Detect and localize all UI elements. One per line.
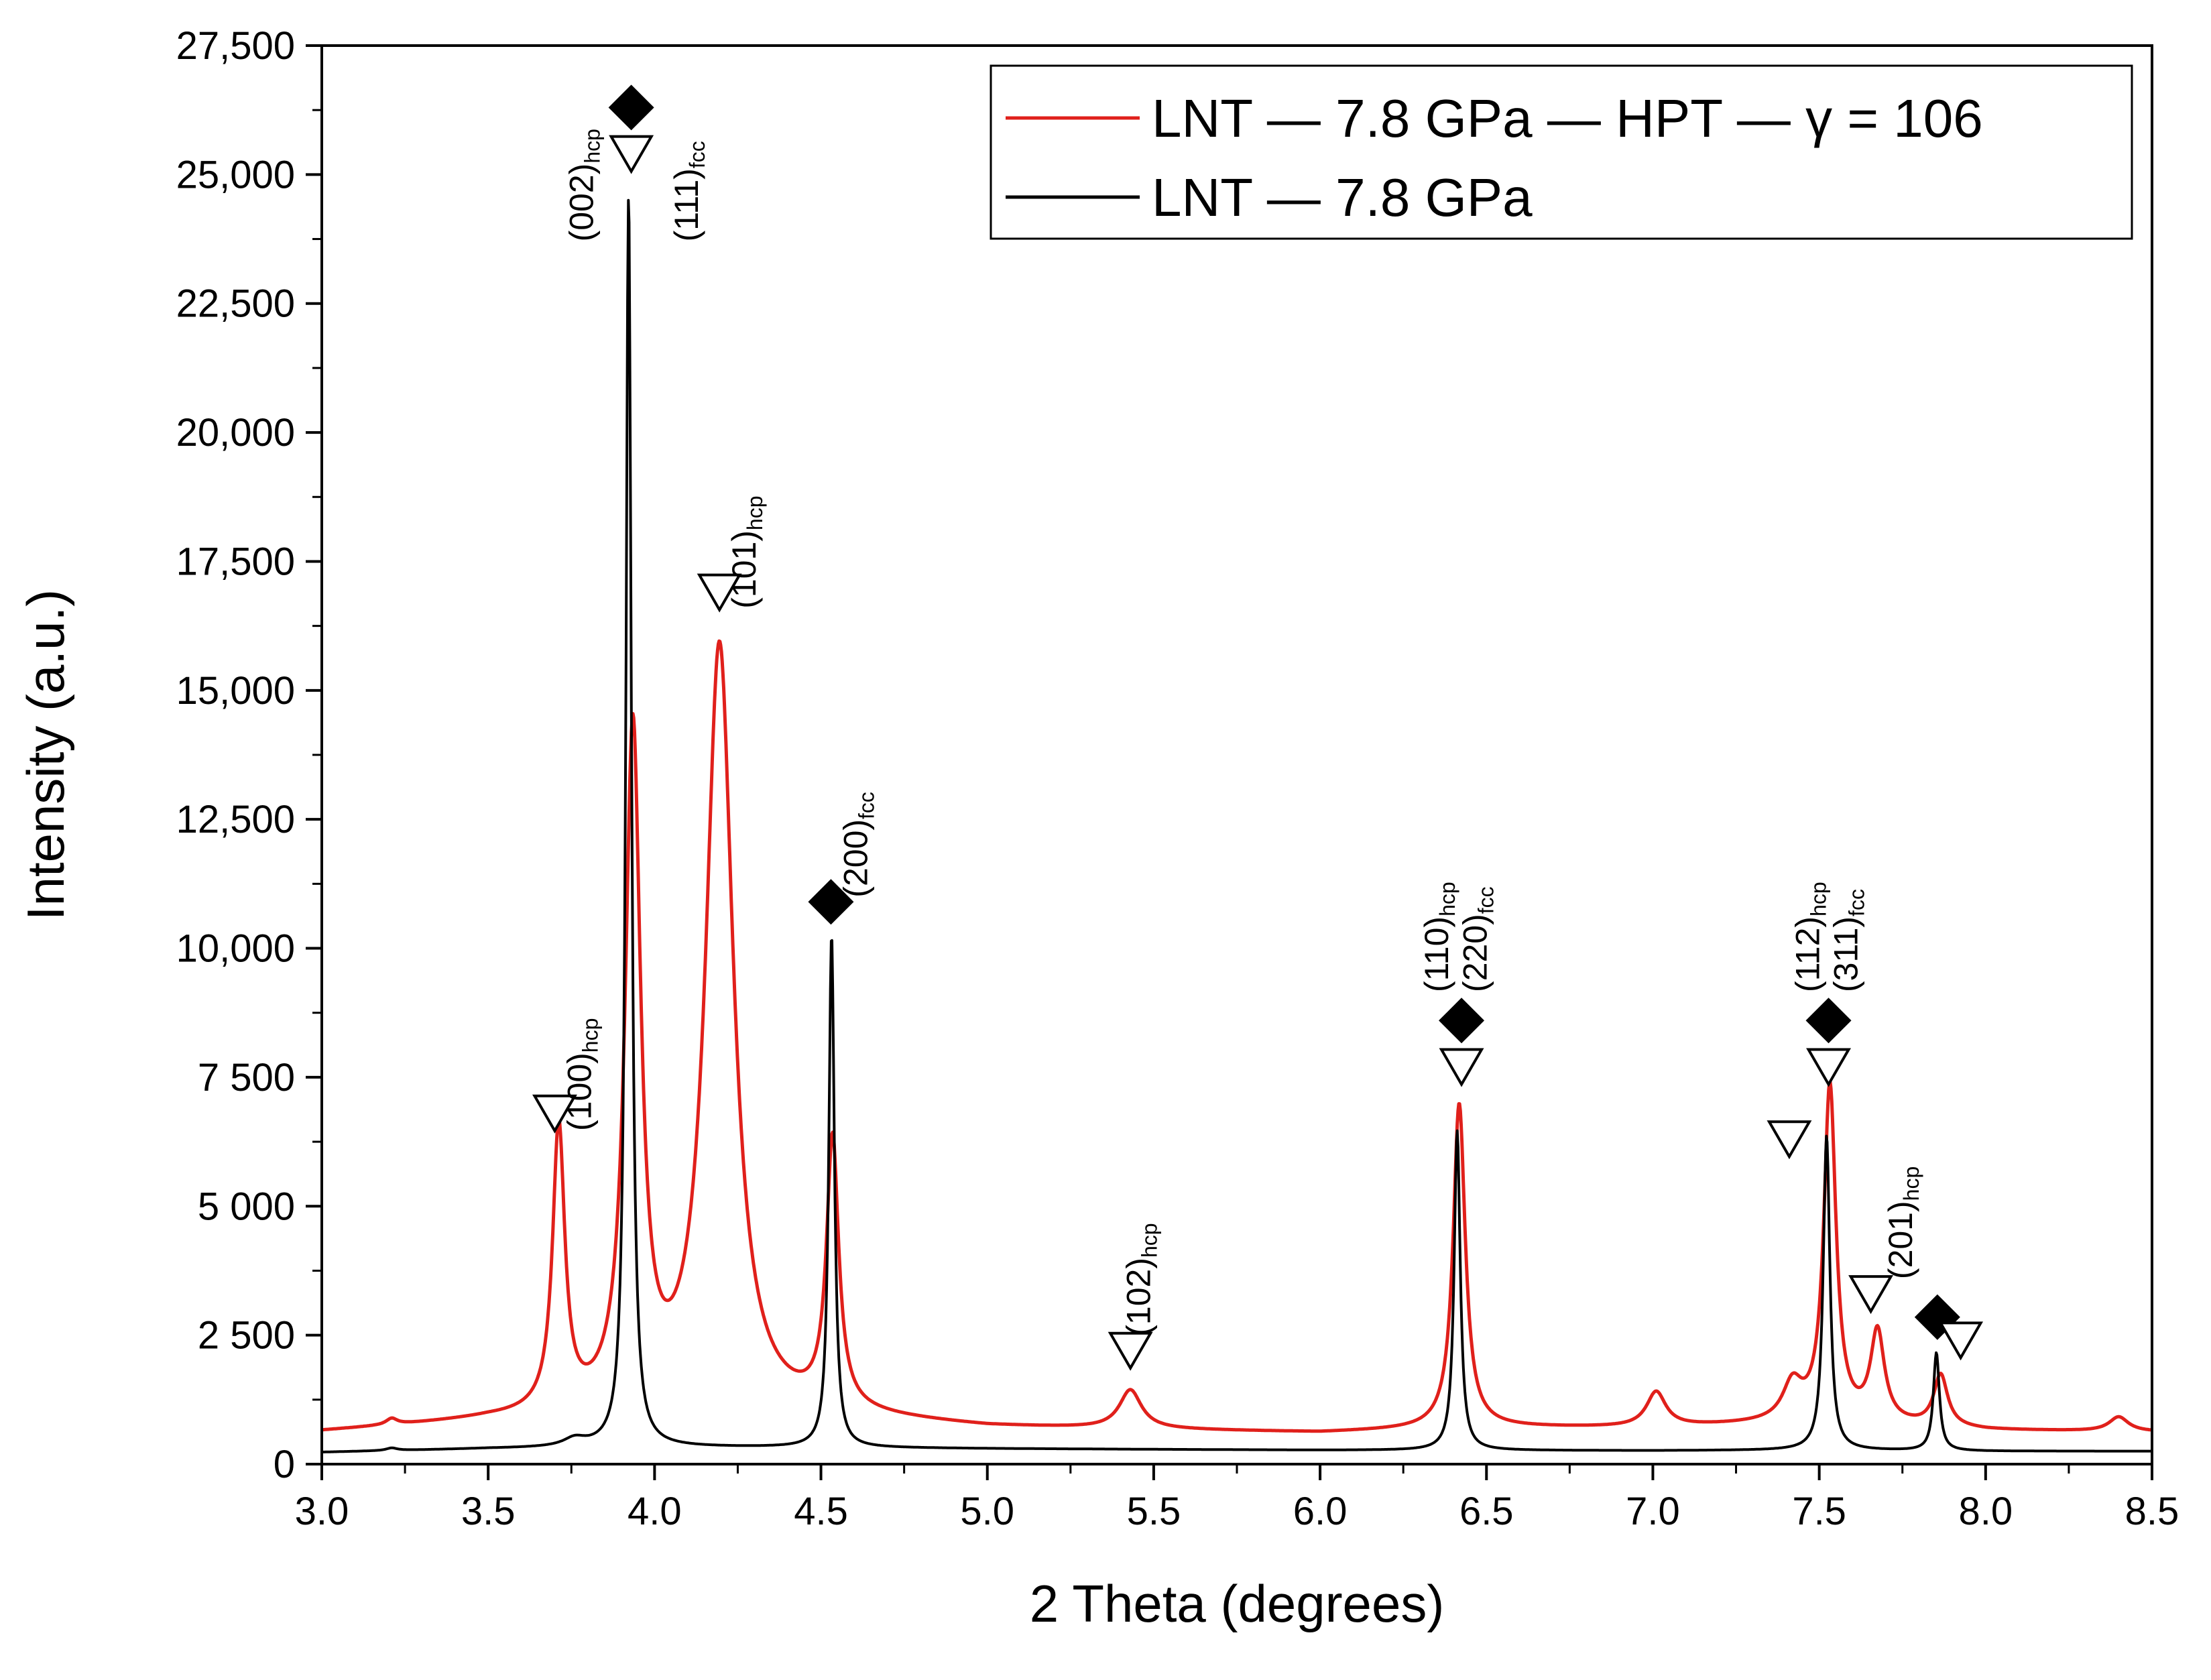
peak-label-phase-6: hcp	[1435, 882, 1459, 916]
x-tick-label-10: 8.0	[1958, 1490, 2013, 1533]
peak-label-index-5: (102)	[1120, 1258, 1157, 1336]
triangle-marker-2	[532, 1094, 577, 1134]
peak-label-2: (111)fcc	[668, 141, 709, 241]
y-axis-title: Intensity (a.u.)	[16, 589, 75, 920]
triangle-marker-9	[1806, 1048, 1851, 1087]
y-tick-label-11: 27,500	[176, 24, 295, 68]
peak-labels: (100)hcp(002)hcp(111)fcc(101)hcp(200)fcc…	[560, 129, 1923, 1336]
series-line-0	[320, 639, 2153, 1433]
y-tick-label-4: 10,000	[176, 927, 295, 971]
triangle-marker-5	[1108, 1331, 1153, 1371]
series-lines	[320, 198, 2153, 1453]
y-tick-label-10: 25,000	[176, 153, 295, 196]
x-tick-label-8: 7.0	[1626, 1490, 1680, 1533]
y-tick-label-0: 0	[274, 1443, 295, 1486]
y-tick-label-1: 2 500	[198, 1314, 295, 1358]
peak-label-phase-8: hcp	[1807, 882, 1831, 916]
peak-label-index-6: (110)	[1418, 916, 1455, 992]
tick-marks	[306, 44, 2153, 1480]
x-tick-label-11: 8.5	[2125, 1490, 2179, 1533]
peak-label-10: (201)hcp	[1882, 1166, 1923, 1279]
peak-label-phase-5: hcp	[1137, 1223, 1161, 1258]
peak-label-index-8: (112)	[1789, 916, 1827, 992]
peak-label-phase-10: hcp	[1899, 1166, 1923, 1201]
triangle-marker-10	[1767, 1120, 1812, 1160]
triangle-marker-3	[697, 573, 742, 613]
y-tick-label-5: 12,500	[176, 798, 295, 841]
peak-label-index-2: (111)	[668, 168, 705, 241]
peak-markers	[532, 84, 1984, 1371]
diamond-marker-8	[1805, 998, 1852, 1044]
peak-label-index-9: (311)	[1828, 916, 1865, 992]
x-tick-label-6: 6.0	[1293, 1490, 1348, 1533]
peak-label-phase-4: fcc	[854, 792, 878, 819]
peak-label-3: (101)hcp	[725, 495, 767, 608]
peak-label-1: (002)hcp	[563, 129, 605, 241]
x-axis-title: 2 Theta (degrees)	[1030, 1574, 1445, 1633]
peak-label-0: (100)hcp	[560, 1018, 602, 1131]
peak-label-4: (200)fcc	[837, 792, 878, 898]
series-line-1	[321, 198, 2153, 1453]
legend-label-series-1: LNT — 7.8 GPa	[1152, 168, 1533, 227]
diamond-marker-6	[1439, 998, 1485, 1044]
legend-label-series-0: LNT — 7.8 GPa — HPT — γ = 106	[1152, 88, 1983, 148]
y-tick-label-7: 17,500	[176, 540, 295, 583]
peak-label-index-4: (200)	[837, 819, 874, 898]
peak-label-phase-1: hcp	[581, 129, 605, 164]
y-tick-label-3: 7 500	[198, 1056, 295, 1099]
peak-label-8: (112)hcp	[1789, 882, 1831, 992]
peak-label-index-10: (201)	[1882, 1201, 1919, 1279]
plot-frame	[320, 44, 2153, 1465]
peak-label-7: (220)fcc	[1456, 886, 1498, 992]
x-tick-label-1: 3.5	[461, 1490, 516, 1533]
triangle-marker-13	[1938, 1321, 1984, 1361]
x-tick-label-7: 6.5	[1459, 1490, 1514, 1533]
x-tick-label-0: 3.0	[295, 1490, 349, 1533]
diamond-marker-0	[608, 84, 654, 131]
peak-label-phase-9: fcc	[1845, 889, 1869, 916]
triangle-marker-1	[609, 135, 654, 174]
peak-label-9: (311)fcc	[1828, 889, 1869, 992]
peak-label-index-3: (101)	[725, 530, 763, 609]
y-tick-label-9: 22,500	[176, 282, 295, 326]
diamond-marker-4	[808, 879, 854, 925]
tick-labels: 3.0 3.5 4.0 4.5 5.0 5.5 6.0 6.5 7.0 7.5 8.0 8.5 0 2 5…	[176, 24, 2179, 1533]
peak-label-phase-0: hcp	[578, 1018, 602, 1053]
peak-label-phase-7: fcc	[1474, 886, 1498, 914]
x-tick-label-5: 5.5	[1127, 1490, 1181, 1533]
x-tick-label-3: 4.5	[794, 1490, 848, 1533]
legend-box	[990, 64, 2133, 240]
peak-label-index-7: (220)	[1456, 914, 1494, 992]
triangle-marker-7	[1439, 1048, 1484, 1087]
legend: LNT — 7.8 GPa — HPT — γ = 106 LNT — 7.8 …	[990, 64, 2133, 240]
peak-label-index-1: (002)	[563, 164, 601, 242]
triangle-marker-11	[1848, 1275, 1894, 1315]
peak-label-index-0: (100)	[560, 1053, 598, 1131]
y-tick-label-6: 15,000	[176, 669, 295, 713]
x-tick-label-9: 7.5	[1792, 1490, 1846, 1533]
peak-label-6: (110)hcp	[1418, 882, 1459, 992]
x-tick-label-2: 4.0	[628, 1490, 682, 1533]
x-tick-label-4: 5.0	[960, 1490, 1014, 1533]
y-tick-label-8: 20,000	[176, 411, 295, 455]
peak-label-phase-3: hcp	[743, 495, 767, 530]
peak-label-5: (102)hcp	[1120, 1223, 1161, 1335]
peak-label-phase-2: fcc	[685, 141, 709, 168]
y-tick-label-2: 5 000	[198, 1185, 295, 1228]
